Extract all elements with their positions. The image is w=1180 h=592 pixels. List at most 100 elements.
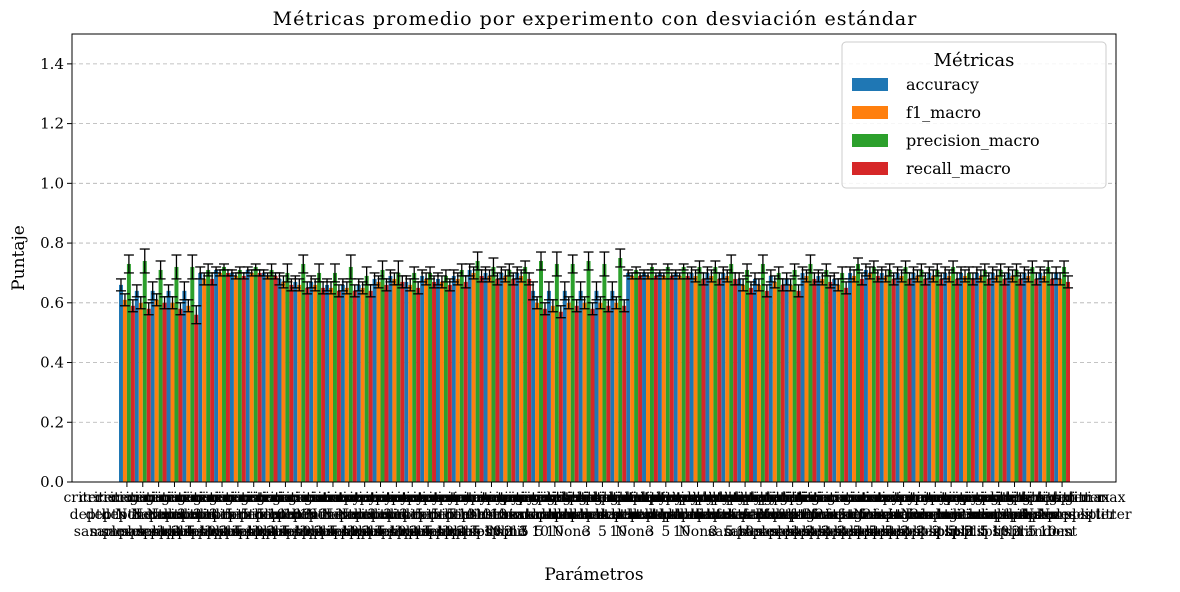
bar-f1_macro (582, 302, 587, 482)
bar-accuracy (578, 290, 583, 482)
y-tick-label: 0.4 (40, 354, 64, 372)
error-bar-recall_macro (191, 305, 202, 325)
error-bar-precision_macro (646, 263, 657, 271)
x-tick-label: criterion gini max features None min sampl… (695, 490, 827, 540)
x-tick-label: criterion gini max depth 10 min samples sp… (206, 490, 333, 540)
error-bar-recall_macro (761, 284, 772, 298)
bar-precision_macro (729, 263, 734, 482)
error-bar-precision_macro (742, 263, 753, 277)
bar-recall_macro (368, 290, 373, 482)
x-tick-label: criterion gini splitter random max depth N… (496, 490, 645, 540)
error-bar-precision_macro (298, 254, 309, 274)
bar-recall_macro (542, 308, 547, 482)
bar-recall_macro (400, 281, 405, 482)
bar-precision_macro (982, 269, 987, 482)
bar-recall_macro (463, 281, 468, 482)
bar-precision_macro (824, 269, 829, 482)
bar-recall_macro (923, 278, 928, 482)
bar-f1_macro (867, 272, 872, 482)
bar-accuracy (879, 272, 884, 482)
bar-precision_macro (174, 266, 179, 482)
x-tick-label: criterion entropy splitter random max dep… (625, 490, 802, 540)
bar-accuracy (863, 269, 868, 482)
error-bar-accuracy (115, 278, 126, 292)
y-tick-label: 0.2 (40, 413, 64, 431)
bar-f1_macro (487, 275, 492, 482)
bar-f1_macro (281, 281, 286, 482)
x-tick-label: criterion gini splitter best min samples s… (940, 490, 1089, 540)
bar-precision_macro (935, 269, 940, 482)
bar-recall_macro (622, 305, 627, 482)
x-tick-label: criterion entropy splitter random max dep… (609, 490, 786, 540)
bar-recall_macro (907, 278, 912, 482)
bar-accuracy (1006, 272, 1011, 482)
error-bar-precision_macro (536, 251, 547, 271)
error-bar-recall_macro (476, 269, 487, 283)
bar-recall_macro (717, 278, 722, 482)
bar-precision_macro (237, 269, 242, 482)
bar-recall_macro (1034, 278, 1039, 482)
legend-label-precision_macro: precision_macro (906, 131, 1040, 150)
x-tick-label: criterion gini splitter random max depth 3 (512, 490, 661, 540)
bar-recall_macro (955, 278, 960, 482)
error-bar-recall_macro (143, 302, 154, 316)
bar-recall_macro (432, 281, 436, 482)
bar-recall_macro (828, 281, 833, 482)
error-bar-recall_macro (286, 278, 297, 292)
error-bar-recall_macro (698, 272, 709, 286)
bar-precision_macro (665, 266, 670, 482)
bar-precision_macro (539, 260, 543, 482)
error-bar-precision_macro (123, 254, 134, 274)
x-tick-label: criterion entropy max depth None min sampl… (256, 490, 411, 540)
bar-accuracy (309, 281, 314, 482)
error-bar-recall_macro (920, 272, 931, 286)
bar-f1_macro (550, 305, 555, 482)
bar-accuracy (562, 290, 567, 482)
bar-recall_macro (479, 275, 484, 482)
bar-accuracy (515, 272, 520, 482)
bar-recall_macro (352, 290, 357, 482)
bar-recall_macro (1050, 278, 1055, 482)
bar-precision_macro (840, 272, 845, 482)
x-tick-label: criterion entropy max features log2 min sa… (810, 490, 965, 540)
error-bar-f1_macro (341, 281, 352, 295)
legend-title: Métricas (934, 50, 1015, 71)
bar-f1_macro (1042, 275, 1047, 482)
error-bar-recall_macro (381, 278, 392, 292)
bar-recall_macro (733, 278, 738, 482)
error-bar-precision_macro (837, 266, 848, 280)
error-bar-precision_macro (789, 263, 800, 277)
bar-precision_macro (554, 263, 559, 482)
bar-accuracy (990, 272, 995, 482)
bar-precision_macro (380, 269, 385, 482)
bar-accuracy (451, 275, 456, 482)
bar-precision_macro (760, 263, 765, 482)
bar-precision_macro (142, 260, 147, 482)
bar-f1_macro (693, 275, 698, 482)
bar-recall_macro (225, 272, 230, 482)
legend-swatch-f1_macro (852, 106, 888, 119)
bar-f1_macro (661, 275, 666, 482)
error-bar-recall_macro (999, 272, 1010, 286)
bar-f1_macro (756, 284, 761, 482)
bar-accuracy (404, 281, 409, 482)
error-bar-recall_macro (302, 281, 313, 295)
bar-precision_macro (745, 269, 750, 482)
bar-accuracy (340, 284, 345, 482)
bar-f1_macro (772, 281, 777, 482)
bar-f1_macro (741, 284, 746, 482)
x-tick-label: criterion gini max depth 5 min samples spl… (159, 490, 286, 540)
bar-f1_macro (392, 278, 397, 482)
legend-box (841, 41, 1107, 189)
bar-accuracy (768, 275, 773, 482)
x-tick-label: criterion gini splitter best max depth 3 (449, 490, 598, 540)
bar-accuracy (626, 272, 631, 482)
error-bar-recall_macro (809, 272, 820, 286)
bar-precision_macro (317, 272, 322, 482)
bar-precision_macro (428, 272, 433, 482)
x-tick-label: criterion gini max features log2 min sampl… (777, 490, 904, 540)
bar-accuracy (229, 272, 234, 482)
bar-accuracy (832, 278, 837, 482)
bar-accuracy (483, 272, 488, 482)
bar-recall_macro (130, 305, 135, 482)
